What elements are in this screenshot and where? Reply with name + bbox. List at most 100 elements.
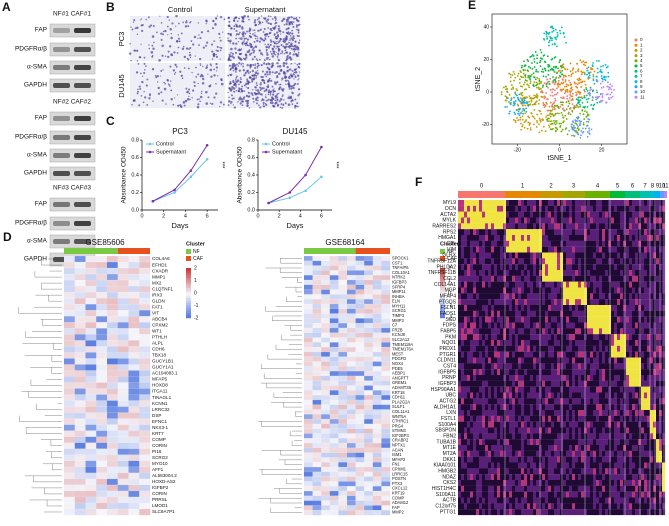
heatmap-cell: [321, 457, 330, 462]
heatmap-cell: [467, 258, 470, 264]
cell: [298, 63, 300, 65]
heatmap-cell: [304, 275, 313, 280]
heatmap-cell: [321, 438, 330, 443]
color-scale: [186, 291, 191, 294]
cell: [272, 49, 273, 50]
cell: [264, 83, 265, 84]
cell-point: [577, 83, 579, 85]
heatmap-cell: [569, 223, 572, 229]
cell: [189, 52, 191, 54]
cell-point: [546, 83, 548, 85]
heatmap-cell: [96, 322, 107, 328]
cell-point: [539, 62, 541, 64]
heatmap-cell: [575, 276, 578, 282]
panel-label: F: [415, 175, 422, 189]
heatmap-cell: [381, 477, 390, 482]
heatmap-cell: [321, 467, 330, 472]
cell: [209, 86, 210, 87]
heatmap-cell: [647, 253, 650, 259]
heatmap-cell: [599, 311, 602, 317]
heatmap-cell: [497, 206, 500, 212]
heatmap-cell: [129, 298, 140, 304]
heatmap-cell: [381, 347, 390, 352]
cell: [263, 31, 265, 33]
heatmap-cell: [653, 200, 656, 206]
heatmap-cell: [75, 491, 86, 497]
heatmap-cell: [536, 200, 539, 206]
heatmap-cell: [347, 424, 356, 429]
heatmap-cell: [497, 241, 500, 247]
heatmap-cell: [75, 425, 86, 431]
heatmap-cell: [313, 462, 322, 467]
heatmap-cell: [527, 235, 530, 241]
heatmap-cell: [304, 409, 313, 414]
cell: [145, 65, 147, 67]
cell: [165, 103, 167, 105]
heatmap-cell: [554, 253, 557, 259]
heatmap-cell: [304, 309, 313, 314]
heatmap-cell: [620, 293, 623, 299]
cell: [239, 58, 241, 60]
heatmap-cell: [515, 282, 518, 288]
cell: [284, 53, 285, 54]
heatmap-cell: [524, 264, 527, 270]
heatmap-cell: [313, 280, 322, 285]
heatmap-cell: [506, 235, 509, 241]
cell-point: [567, 89, 569, 91]
cell: [200, 63, 202, 65]
cell: [130, 60, 131, 61]
heatmap-cell: [494, 223, 497, 229]
heatmap-cell: [623, 258, 626, 264]
cell-point: [566, 118, 568, 120]
heatmap-cell: [647, 288, 650, 294]
heatmap-cell: [313, 405, 322, 410]
heatmap-cell: [569, 241, 572, 247]
cell-point: [551, 120, 553, 122]
cell-point: [505, 85, 507, 87]
cell-point: [571, 126, 573, 128]
cell: [274, 102, 276, 104]
heatmap-cell: [464, 270, 467, 276]
cell-point: [568, 113, 570, 115]
cell-point: [561, 26, 563, 28]
cell-point: [558, 80, 560, 82]
cell: [170, 37, 173, 40]
heatmap-cell: [485, 223, 488, 229]
cluster-bar: [664, 191, 667, 198]
heatmap-cell: [563, 223, 566, 229]
cell: [242, 44, 243, 45]
cell: [297, 35, 299, 37]
heatmap-cell: [650, 264, 653, 270]
heatmap-cell: [521, 258, 524, 264]
cell-point: [550, 37, 552, 39]
cell: [265, 104, 267, 106]
heatmap-cell: [596, 247, 599, 253]
cell: [238, 65, 239, 66]
heatmap-cell: [554, 258, 557, 264]
cell: [265, 76, 267, 78]
cell: [133, 19, 135, 21]
cell: [276, 32, 278, 34]
heatmap-cell: [338, 338, 347, 343]
cell-point: [555, 100, 557, 102]
heatmap-cell: [476, 299, 479, 305]
heatmap-cell: [635, 229, 638, 235]
heatmap-cell: [554, 229, 557, 235]
gene-label: AFF1: [152, 467, 164, 472]
heatmap-cell: [330, 400, 339, 405]
cell: [228, 97, 230, 99]
cell-point: [557, 67, 559, 69]
heatmap-cell: [536, 253, 539, 259]
cell-point: [535, 101, 537, 103]
heatmap-cell: [356, 491, 365, 496]
heatmap-cell: [129, 425, 140, 431]
cell: [292, 103, 294, 105]
heatmap-cell: [503, 299, 506, 305]
heatmap-cell: [86, 370, 97, 376]
cell-point: [572, 95, 574, 97]
heatmap-cell: [587, 218, 590, 224]
heatmap-cell: [118, 437, 129, 443]
cell-point: [587, 90, 589, 92]
blot-header: NF#2 CAF#2: [53, 99, 91, 106]
heatmap-cell: [482, 241, 485, 247]
